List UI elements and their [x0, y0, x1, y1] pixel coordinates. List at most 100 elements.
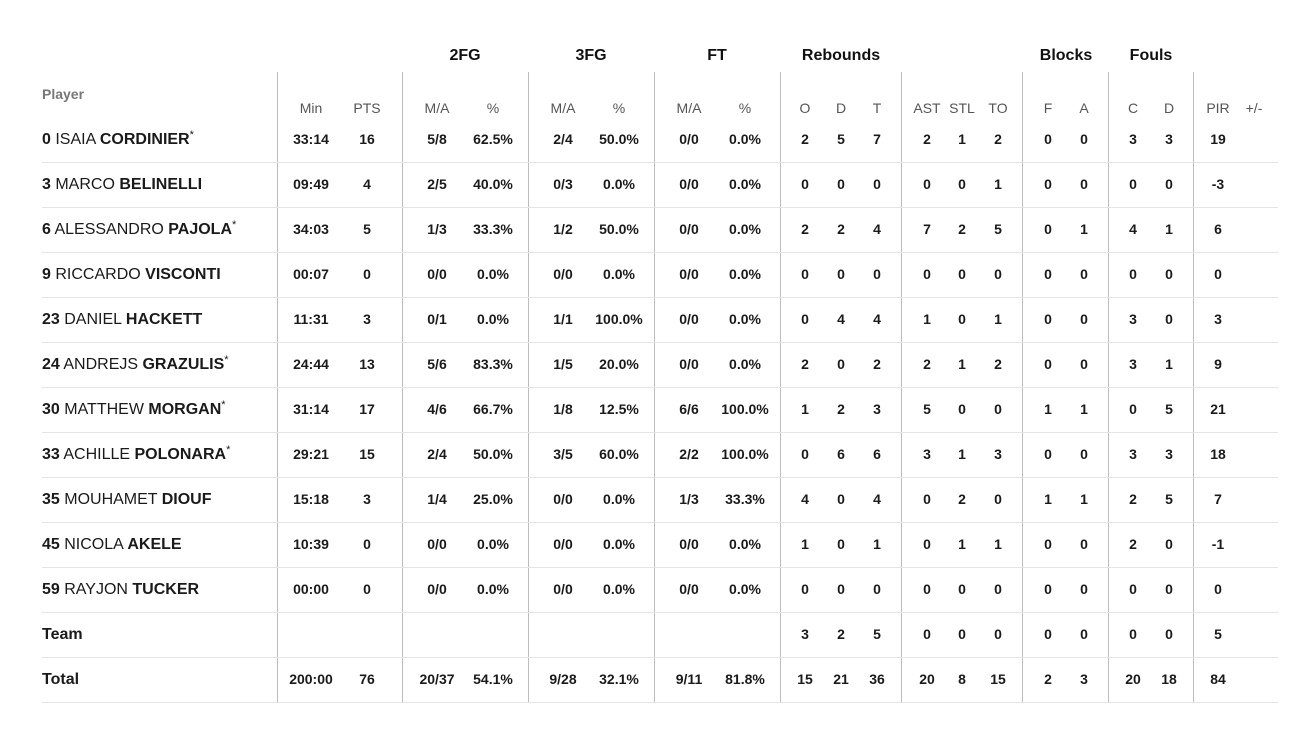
player-stat-0: 00:00 — [293, 581, 329, 597]
player-name[interactable]: 24 ANDREJS GRAZULIS* — [42, 342, 229, 387]
player-stat-15: 0 — [1080, 131, 1088, 147]
player-stat-18: 3 — [1214, 311, 1222, 327]
player-number: 3 — [42, 176, 51, 193]
player-stat-15: 0 — [1080, 311, 1088, 327]
player-stat-16: 3 — [1129, 446, 1137, 462]
player-name[interactable]: 35 MOUHAMET DIOUF — [42, 477, 212, 522]
player-stat-6: 1/3 — [679, 491, 699, 507]
player-first-name: ISAIA — [50, 131, 100, 148]
player-stat-4: 3/5 — [553, 446, 573, 462]
team-stat-17: 0 — [1165, 626, 1173, 642]
player-stat-0: 10:39 — [293, 536, 329, 552]
team-stat-14: 0 — [1044, 626, 1052, 642]
total-row: Total 200:00 76 20/37 54.1% 9/28 32.1% 9/11 81.8… — [42, 657, 1278, 703]
player-stat-5: 12.5% — [599, 401, 639, 417]
player-stat-9: 5 — [837, 131, 845, 147]
player-name[interactable]: 59 RAYJON TUCKER — [42, 567, 199, 612]
player-stat-6: 0/0 — [679, 581, 699, 597]
player-stat-15: 0 — [1080, 176, 1088, 192]
column-header-11: AST — [913, 100, 941, 116]
total-stat-3: 54.1% — [473, 671, 513, 687]
column-header-15: A — [1079, 100, 1089, 116]
player-name[interactable]: 30 MATTHEW MORGAN* — [42, 387, 226, 432]
player-stat-4: 0/0 — [553, 491, 573, 507]
player-number: 35 — [42, 491, 60, 508]
player-name[interactable]: 45 NICOLA AKELE — [42, 522, 182, 567]
total-stat-6: 9/11 — [675, 671, 703, 687]
player-stat-6: 0/0 — [679, 266, 699, 282]
total-stat-0: 200:00 — [289, 671, 333, 687]
total-stat-1: 76 — [359, 671, 375, 687]
player-stat-13: 2 — [994, 356, 1002, 372]
player-number: 23 — [42, 311, 60, 328]
player-row[interactable]: 0 ISAIA CORDINIER* 33:14 16 5/8 62.5% 2/4 50.0… — [42, 117, 1278, 163]
player-stat-10: 0 — [873, 176, 881, 192]
total-stat-4: 9/28 — [549, 671, 577, 687]
player-first-name: MATTHEW — [59, 401, 149, 418]
player-stat-12: 2 — [958, 221, 966, 237]
team-stat-16: 0 — [1129, 626, 1137, 642]
total-stat-5: 32.1% — [599, 671, 639, 687]
player-stat-8: 2 — [801, 356, 809, 372]
player-stat-17: 0 — [1165, 311, 1173, 327]
player-stat-17: 1 — [1165, 221, 1173, 237]
player-stat-12: 0 — [958, 581, 966, 597]
player-stat-1: 13 — [359, 356, 375, 372]
player-name[interactable]: 0 ISAIA CORDINIER* — [42, 117, 194, 162]
player-row[interactable]: 35 MOUHAMET DIOUF 15:18 3 1/4 25.0% 0/0 0.0% 1/… — [42, 477, 1278, 523]
player-number: 30 — [42, 401, 60, 418]
team-stat-15: 0 — [1080, 626, 1088, 642]
player-stat-0: 31:14 — [293, 401, 329, 417]
player-stat-13: 1 — [994, 311, 1002, 327]
player-stat-2: 1/4 — [427, 491, 447, 507]
player-stat-11: 5 — [923, 401, 931, 417]
player-stat-16: 3 — [1129, 311, 1137, 327]
player-stat-14: 1 — [1044, 491, 1052, 507]
player-row[interactable]: 6 ALESSANDRO PAJOLA* 34:03 5 1/3 33.3% 1/2 50.… — [42, 207, 1278, 253]
player-stat-11: 0 — [923, 266, 931, 282]
team-row: Team 3 2 5 0 0 0 0 0 0 0 5 — [42, 612, 1278, 658]
total-stat-2: 20/37 — [419, 671, 455, 687]
player-stat-0: 33:14 — [293, 131, 329, 147]
total-stat-14: 2 — [1044, 671, 1052, 687]
player-row[interactable]: 30 MATTHEW MORGAN* 31:14 17 4/6 66.7% 1/8 12.5… — [42, 387, 1278, 433]
column-header-12: STL — [949, 100, 975, 116]
player-stat-15: 0 — [1080, 581, 1088, 597]
player-first-name: NICOLA — [59, 536, 128, 553]
player-stat-14: 0 — [1044, 536, 1052, 552]
player-name[interactable]: 9 RICCARDO VISCONTI — [42, 252, 221, 297]
player-row[interactable]: 24 ANDREJS GRAZULIS* 24:44 13 5/6 83.3% 1/5 20… — [42, 342, 1278, 388]
player-stat-1: 0 — [363, 536, 371, 552]
player-stat-8: 0 — [801, 266, 809, 282]
player-row[interactable]: 59 RAYJON TUCKER 00:00 0 0/0 0.0% 0/0 0.0% 0/0 0… — [42, 567, 1278, 613]
player-name[interactable]: 33 ACHILLE POLONARA* — [42, 432, 230, 477]
player-row[interactable]: 23 DANIEL HACKETT 11:31 3 0/1 0.0% 1/1 100.0% 0… — [42, 297, 1278, 343]
player-stat-11: 0 — [923, 176, 931, 192]
player-row[interactable]: 45 NICOLA AKELE 10:39 0 0/0 0.0% 0/0 0.0% 0/0 0.… — [42, 522, 1278, 568]
player-stat-1: 3 — [363, 311, 371, 327]
player-stat-8: 0 — [801, 176, 809, 192]
player-stat-8: 1 — [801, 401, 809, 417]
player-name[interactable]: 23 DANIEL HACKETT — [42, 297, 202, 342]
column-header-4: M/A — [550, 100, 576, 116]
player-row[interactable]: 9 RICCARDO VISCONTI 00:07 0 0/0 0.0% 0/0 0.0% 0… — [42, 252, 1278, 298]
player-stat-17: 1 — [1165, 356, 1173, 372]
player-first-name: MOUHAMET — [59, 491, 162, 508]
player-name[interactable]: 6 ALESSANDRO PAJOLA* — [42, 207, 236, 252]
player-stat-4: 1/2 — [553, 221, 573, 237]
player-stat-12: 0 — [958, 176, 966, 192]
player-stat-1: 15 — [359, 446, 375, 462]
player-stat-16: 0 — [1129, 401, 1137, 417]
player-row[interactable]: 33 ACHILLE POLONARA* 29:21 15 2/4 50.0% 3/5 60… — [42, 432, 1278, 478]
player-stat-1: 17 — [359, 401, 375, 417]
player-stat-11: 7 — [923, 221, 931, 237]
player-stat-18: 18 — [1210, 446, 1226, 462]
player-stat-1: 5 — [363, 221, 371, 237]
player-stat-7: 0.0% — [729, 356, 761, 372]
player-name[interactable]: 3 MARCO BELINELLI — [42, 162, 202, 207]
player-stat-18: 0 — [1214, 581, 1222, 597]
player-stat-15: 0 — [1080, 446, 1088, 462]
player-stat-1: 0 — [363, 581, 371, 597]
player-stat-1: 4 — [363, 176, 371, 192]
player-row[interactable]: 3 MARCO BELINELLI 09:49 4 2/5 40.0% 0/3 0.0% 0/… — [42, 162, 1278, 208]
